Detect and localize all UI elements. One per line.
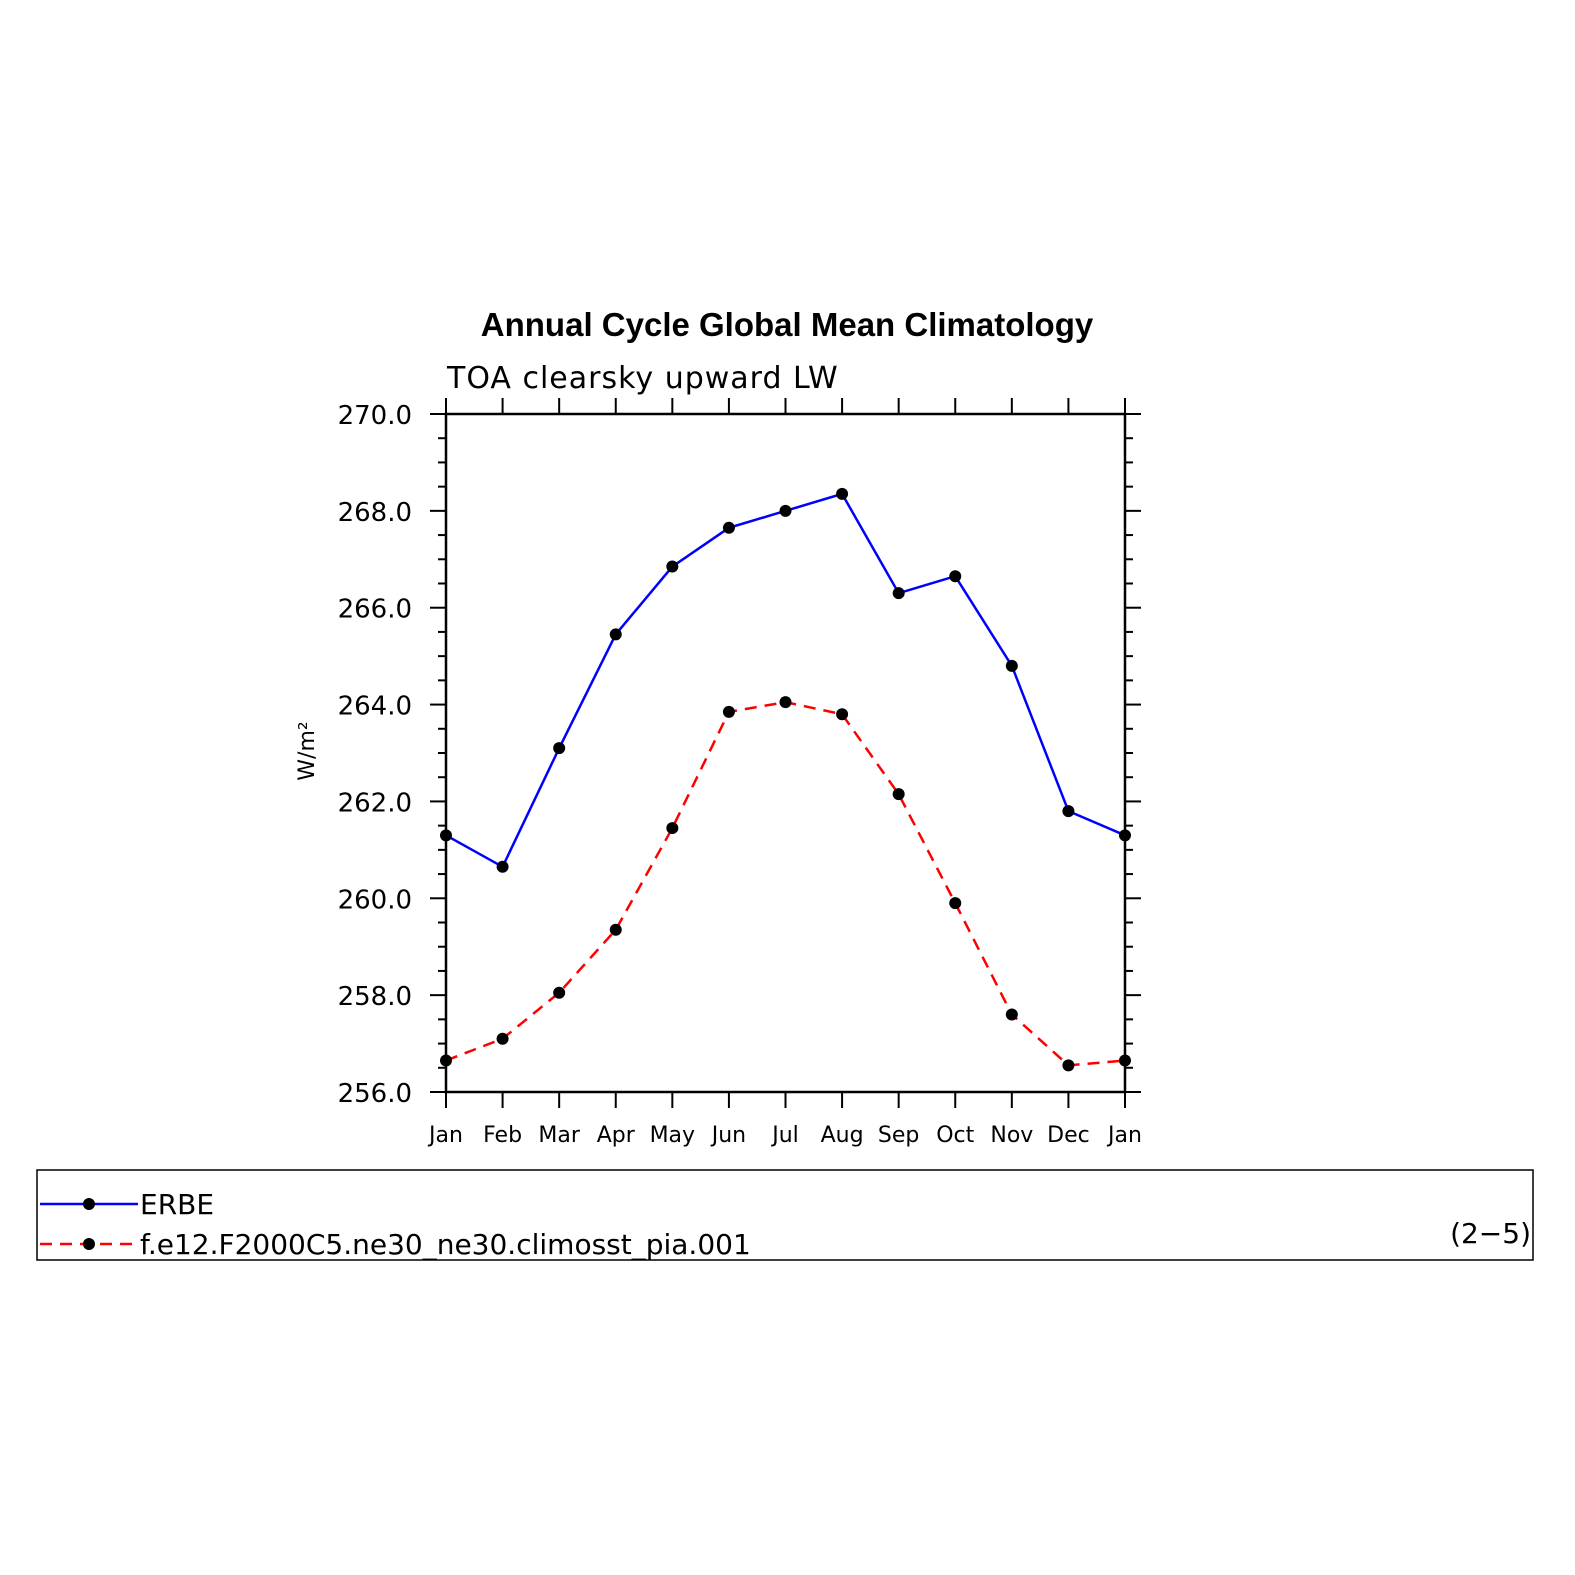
x-tick-label: Jan	[1106, 1123, 1142, 1148]
legend: ERBE f.e12.F2000C5.ne30_ne30.climosst_pia…	[36, 1169, 1534, 1261]
series-layer	[440, 487, 1131, 1072]
legend-label-2: f.e12.F2000C5.ne30_ne30.climosst_pia.001	[140, 1228, 751, 1261]
x-tick-label: May	[650, 1123, 695, 1148]
legend-marker-1	[83, 1198, 95, 1210]
y-tick-label: 256.0	[338, 1079, 412, 1109]
x-tick-label: Jun	[710, 1123, 746, 1148]
series-1-point	[722, 521, 735, 534]
chart-title: Annual Cycle Global Mean Climatology	[481, 306, 1094, 343]
series-1-point	[666, 560, 679, 573]
series-1-point	[609, 628, 622, 641]
x-tick-label: Apr	[597, 1123, 636, 1148]
series-1-point	[779, 504, 792, 517]
series-1-point	[553, 742, 566, 755]
series-2-point	[666, 822, 679, 835]
series-2-point	[1062, 1059, 1075, 1072]
series-2-point	[892, 788, 905, 801]
series-2-point	[440, 1054, 452, 1067]
series-1-point	[1062, 805, 1075, 818]
series-2-point	[496, 1032, 509, 1045]
legend-marker-2	[83, 1238, 95, 1250]
y-tick-label: 270.0	[338, 401, 412, 431]
panel-label: (2−5)	[1450, 1217, 1531, 1250]
series-1-point	[496, 860, 509, 873]
series-2-point	[779, 696, 792, 709]
x-tick-label: Jul	[770, 1123, 799, 1148]
series-1-point	[1005, 659, 1018, 672]
series-2-point	[722, 705, 735, 718]
series-line-2	[445, 700, 1126, 1067]
y-tick-label: 262.0	[338, 788, 412, 818]
series-line-1	[445, 492, 1126, 869]
x-tick-label: Sep	[878, 1123, 919, 1148]
x-tick-label: Jan	[427, 1123, 463, 1148]
series-1-point	[440, 829, 452, 842]
y-tick-label: 260.0	[338, 885, 412, 915]
legend-box	[36, 1169, 1534, 1261]
legend-label-1: ERBE	[140, 1188, 214, 1221]
series-2-point	[1119, 1054, 1131, 1067]
series-2-point	[553, 986, 566, 999]
series-2-point	[949, 897, 962, 910]
y-tick-label: 268.0	[338, 498, 412, 528]
x-tick-label: Aug	[821, 1123, 864, 1148]
y-tick-label: 266.0	[338, 595, 412, 625]
x-tick-label: Mar	[538, 1123, 580, 1148]
x-tick-label: Feb	[483, 1123, 522, 1148]
x-tick-label: Dec	[1047, 1123, 1090, 1148]
x-tick-label: Nov	[990, 1123, 1033, 1148]
x-tick-label: Oct	[936, 1123, 974, 1148]
series-1-point	[1119, 829, 1131, 842]
series-1-point	[949, 570, 962, 583]
series-2-point	[609, 923, 622, 936]
y-axis-label: W/m²	[295, 721, 320, 780]
chart-subtitle: TOA clearsky upward LW	[446, 361, 839, 396]
series-2-point	[1005, 1008, 1018, 1021]
legend-items: ERBE f.e12.F2000C5.ne30_ne30.climosst_pia…	[40, 1188, 751, 1261]
series-1-point	[836, 487, 849, 500]
axes: 256.0 258.0 260.0 262.0 264.0 266.0 268.0 270.0…	[338, 398, 1142, 1148]
series-2-point	[836, 708, 849, 721]
y-tick-label: 258.0	[338, 982, 412, 1012]
series-1-point	[892, 587, 905, 600]
y-tick-label: 264.0	[338, 692, 412, 722]
